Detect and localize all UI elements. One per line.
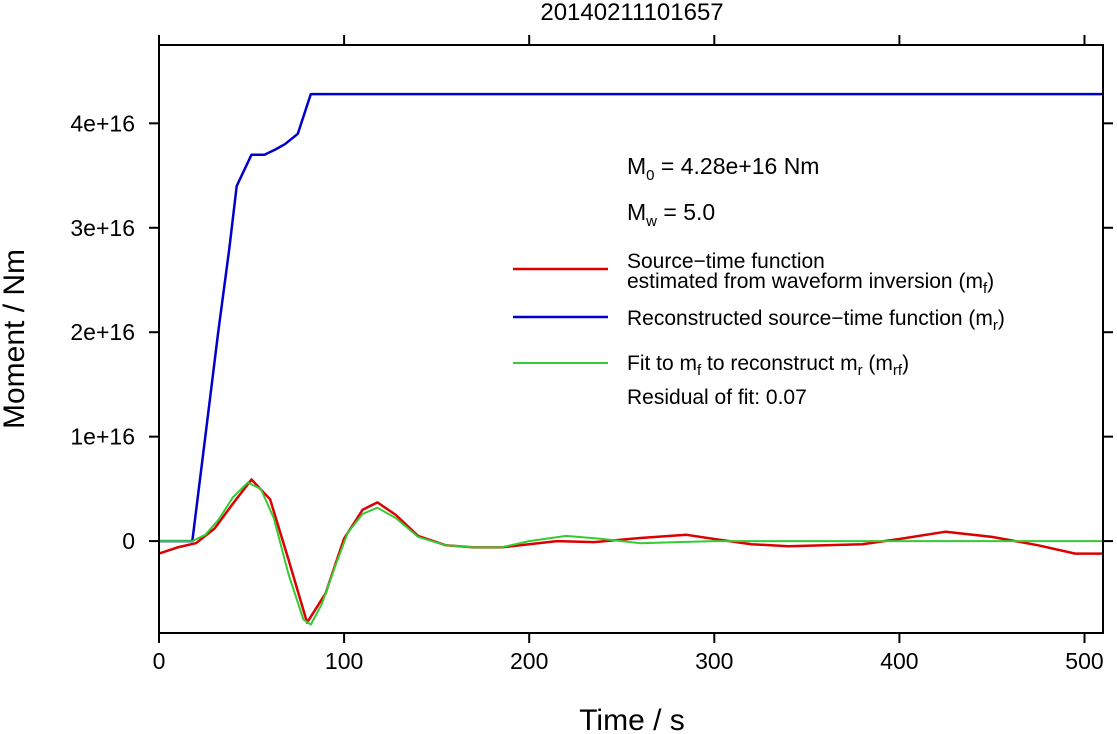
y-tick-label: 1e+16: [70, 424, 135, 450]
legend-green-sub1: f: [697, 362, 702, 379]
legend-label-red-line1: Source−time function: [627, 250, 825, 273]
mw-value: = 5.0: [657, 199, 715, 225]
legend-red-sub: f: [983, 280, 988, 297]
series-fit: [159, 481, 1103, 626]
chart-title: 20140211101657: [540, 0, 723, 26]
plot-frame: [158, 44, 1104, 634]
x-axis-title: Time / s: [579, 704, 685, 734]
y-tick-label: 4e+16: [70, 110, 135, 136]
x-tick-label: 0: [153, 648, 166, 674]
y-axis-ticks: 0 1e+16 2e+16 3e+16 4e+16: [70, 110, 1113, 554]
legend-blue-text: Reconstructed source−time function (m: [627, 307, 993, 330]
y-tick-label: 2e+16: [70, 319, 135, 345]
legend-blue-close: ): [998, 307, 1005, 330]
legend-green-close: ): [902, 352, 909, 375]
mw-subscript: w: [645, 213, 657, 230]
x-tick-label: 200: [510, 648, 548, 674]
m0-value: = 4.28e+16 Nm: [655, 153, 820, 179]
legend-green-sub2: r: [858, 362, 863, 379]
x-axis-ticks: 0 100 200 300 400 500: [153, 35, 1104, 674]
legend-green-text1: Fit to m: [627, 352, 697, 375]
m0-subscript: 0: [646, 167, 654, 184]
mw-symbol: M: [627, 199, 646, 225]
legend-green-sub3: rf: [893, 362, 903, 379]
y-axis-title: Moment / Nm: [0, 249, 31, 429]
y-tick-label: 0: [122, 528, 135, 554]
legend-red-text: estimated from waveform inversion (m: [627, 270, 983, 293]
legend-green-text2: to reconstruct m: [701, 352, 857, 375]
x-tick-label: 300: [695, 648, 733, 674]
y-tick-label: 3e+16: [70, 215, 135, 241]
legend-red-close: ): [987, 270, 994, 293]
x-tick-label: 500: [1065, 648, 1103, 674]
x-tick-label: 400: [880, 648, 918, 674]
x-tick-label: 100: [325, 648, 363, 674]
legend-green-text3: (m: [863, 352, 893, 375]
legend-blue-sub: r: [993, 317, 998, 334]
legend-label-red-line2: estimated from waveform inversion (mf): [627, 270, 994, 297]
annotation-mw: Mw = 5.0: [627, 199, 715, 230]
legend-label-blue: Reconstructed source−time function (mr): [627, 307, 1005, 334]
m0-symbol: M: [627, 153, 646, 179]
legend-label-green: Fit to mf to reconstruct mr (mrf): [627, 352, 909, 379]
series-layer: [158, 92, 1103, 626]
legend: Source−time function estimated from wave…: [513, 250, 1005, 409]
series-reconstructed-stf: [159, 92, 1103, 543]
annotation-m0: M0 = 4.28e+16 Nm: [627, 153, 819, 184]
annotation-residual: Residual of fit: 0.07: [627, 386, 807, 409]
